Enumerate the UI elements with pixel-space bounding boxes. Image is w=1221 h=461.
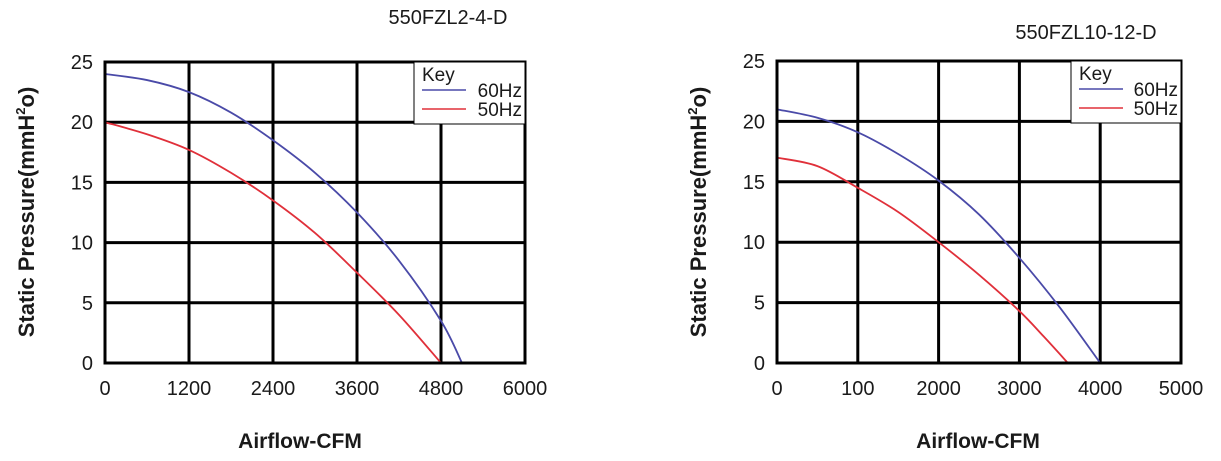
x-tick-label: 1200 <box>167 378 212 400</box>
y-axis-label-main: Static Pressure(mmH <box>686 115 711 338</box>
x-tick-label: 6000 <box>503 378 548 400</box>
chart-550fzl10-12-d: 550FZL10-12-D Static Pressure(mmH2o) Air… <box>685 22 1203 453</box>
x-tick-label: 100 <box>841 378 874 400</box>
y-axis-label-sup: 2 <box>13 107 28 114</box>
x-tick-label: 4800 <box>419 378 464 400</box>
y-tick-label: 5 <box>82 293 93 315</box>
legend-label-50hz: 50Hz <box>478 100 522 121</box>
y-tick-label: 0 <box>82 353 93 375</box>
chart-title: 550FZL10-12-D <box>1015 22 1156 44</box>
chart-550fzl2-4-d: 550FZL2-4-D Static Pressure(mmH2o) Airfl… <box>13 7 547 453</box>
y-tick-label: 10 <box>743 232 765 254</box>
plot-frame <box>103 60 527 365</box>
x-tick-label: 2000 <box>916 378 961 400</box>
legend-title: Key <box>422 65 455 86</box>
y-axis-label-end: o) <box>14 87 39 108</box>
x-tick-label: 0 <box>99 378 110 400</box>
x-tick-label: 3000 <box>997 378 1042 400</box>
x-tick-label: 2400 <box>251 378 296 400</box>
tick-labels: 0 100 2000 3000 4000 5000 0 5 10 15 20 25 <box>743 51 1204 400</box>
y-tick-label: 15 <box>71 172 93 194</box>
y-axis-label: Static Pressure(mmH2o) <box>685 87 711 338</box>
y-tick-label: 5 <box>754 293 765 315</box>
x-axis-label: Airflow-CFM <box>238 430 362 453</box>
y-tick-label: 25 <box>71 52 93 74</box>
series-line-60hz <box>776 108 1101 364</box>
y-tick-label: 20 <box>71 112 93 134</box>
y-tick-label: 25 <box>743 51 765 73</box>
x-axis-label: Airflow-CFM <box>916 430 1040 453</box>
y-tick-label: 0 <box>754 353 765 375</box>
legend-box <box>413 61 526 125</box>
x-tick-label: 0 <box>771 378 782 400</box>
legend-label-60hz: 60Hz <box>1134 80 1178 101</box>
tick-labels: 0 1200 2400 3600 4800 6000 0 5 10 15 20 25 <box>71 52 548 400</box>
y-tick-label: 20 <box>743 111 765 133</box>
y-axis-label-sup: 2 <box>685 107 700 114</box>
legend-title: Key <box>1079 64 1112 85</box>
y-axis-label: Static Pressure(mmH2o) <box>13 87 39 338</box>
x-tick-label: 5000 <box>1159 378 1204 400</box>
plot-frame <box>775 59 1183 365</box>
y-tick-label: 15 <box>743 172 765 194</box>
series-line-60hz <box>104 73 463 364</box>
legend-label-50hz: 50Hz <box>1134 99 1178 120</box>
legend-label-60hz: 60Hz <box>478 81 522 102</box>
series-line-50hz <box>776 156 1069 364</box>
chart-title: 550FZL2-4-D <box>389 7 508 29</box>
x-tick-label: 3600 <box>335 378 380 400</box>
series-line-50hz <box>104 121 442 364</box>
x-tick-label: 4000 <box>1078 378 1123 400</box>
legend-box <box>1070 60 1182 124</box>
y-tick-label: 10 <box>71 233 93 255</box>
y-axis-label-end: o) <box>686 87 711 108</box>
y-axis-label-main: Static Pressure(mmH <box>14 115 39 338</box>
